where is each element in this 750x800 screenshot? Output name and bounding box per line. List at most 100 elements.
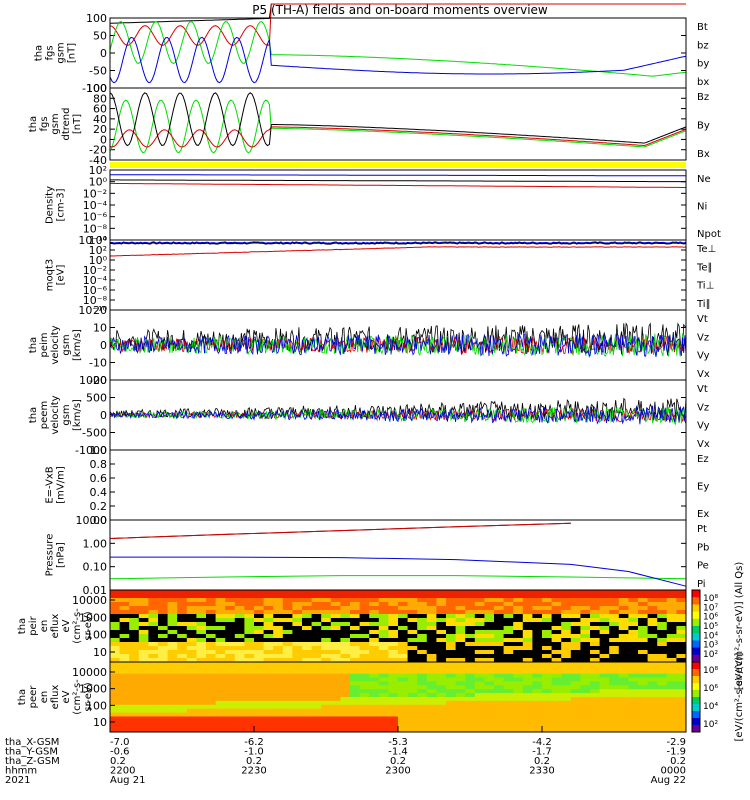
ytick-label: -20 — [89, 144, 107, 157]
series-tepar — [109, 242, 687, 245]
series-teperp — [109, 246, 687, 257]
ytick-label: 40 — [93, 113, 107, 126]
colorbar-ion — [691, 589, 701, 663]
colorbar-tick: 10² — [703, 650, 718, 660]
ylabel-line: en — [39, 620, 50, 633]
ylabel-line: peer — [28, 685, 39, 709]
xaxis-row-label: tha_X-GSM — [5, 737, 59, 748]
xaxis-row-label: 2021 — [5, 775, 30, 786]
ytick-label: 10⁻⁶ — [83, 284, 108, 297]
series-peem-2 — [109, 405, 687, 426]
ytick-label: 0.6 — [90, 472, 108, 485]
ytick-label: 0 — [100, 133, 107, 146]
xtick-label: -6.2 — [244, 737, 264, 748]
series-dt-by — [109, 99, 687, 154]
legend-pb: Pb — [697, 542, 709, 553]
ylabel-line: peim — [39, 332, 50, 357]
ylabel-line: tha — [17, 618, 28, 634]
xtick-label: 2200 — [110, 766, 135, 777]
legend-vt: Vt — [697, 314, 708, 325]
xtick-label: -0.6 — [110, 747, 130, 758]
xtick-label: Aug 21 — [110, 775, 145, 786]
legend-ez: Ez — [697, 454, 709, 465]
legend-vz: Vz — [697, 332, 709, 343]
legend-vt: Vt — [697, 384, 708, 395]
legend-bt: Bt — [697, 22, 708, 33]
legend-bx: bx — [697, 77, 709, 88]
colorbar-tick: 10⁴ — [703, 631, 718, 641]
ytick-label: 10000 — [72, 594, 107, 607]
series-ni — [110, 179, 686, 183]
xtick-label: 2230 — [241, 766, 266, 777]
series-by — [109, 20, 687, 77]
series-dt-bx — [109, 92, 687, 147]
ylabel-line: velocity — [50, 395, 61, 434]
ytick-label: 1.0 — [90, 444, 108, 457]
ytick-label: 0 — [100, 409, 107, 422]
ytick-label: 10² — [89, 244, 107, 257]
colorbar-tick: 10² — [703, 720, 718, 730]
legend-te∥: Te∥ — [696, 262, 713, 273]
legend-ti∥: Ti∥ — [696, 299, 711, 310]
ylabel-line: velocity — [50, 325, 61, 364]
colorbar-tick: 10⁶ — [703, 684, 718, 694]
ylabel-line: sr-eV) — [83, 682, 94, 711]
legend-bz: Bz — [697, 92, 709, 103]
panel-frame — [109, 519, 687, 591]
legend-vx: Vx — [697, 369, 710, 380]
xtick-label: -1.0 — [244, 747, 264, 758]
xaxis-row-label: hhmm — [5, 766, 37, 777]
ytick-label: 10⁻⁶ — [83, 211, 108, 224]
ytick-label: 0.2 — [90, 500, 108, 513]
ytick-label: 0 — [100, 339, 107, 352]
ylabel-line: [eV] — [56, 265, 67, 286]
legend-vy: Vy — [697, 421, 710, 432]
series-bz — [109, 3, 686, 46]
chart-title: P5 (TH-A) fields and on-board moments ov… — [252, 3, 548, 17]
ylabel-line: eflux — [50, 614, 61, 639]
series-peem-3 — [109, 405, 687, 425]
xtick-label: 0.2 — [110, 756, 126, 767]
ylabel-line: tha — [28, 116, 39, 132]
xtick-label: -1.4 — [388, 747, 408, 758]
panel-frame — [109, 87, 687, 161]
legend-ni: Ni — [697, 202, 707, 213]
ylabel-line: tha — [28, 337, 39, 353]
ytick-label: 10⁰ — [89, 176, 108, 189]
ylabel-line: E=-VxB — [45, 466, 56, 503]
ytick-label: 100 — [86, 629, 107, 642]
ylabel-line: [nT] — [67, 43, 78, 63]
xtick-label: 0.2 — [390, 756, 406, 767]
ylabel-line: [km/s] — [72, 399, 83, 431]
ylabel-line: fgs — [39, 116, 50, 131]
ytick-label: 60 — [93, 103, 107, 116]
series-pe — [109, 575, 687, 580]
colorbar-electron — [691, 661, 701, 733]
colorbar-tick: 10⁴ — [703, 702, 718, 712]
ytick-label: 10⁰ — [89, 254, 108, 267]
colorbar-tick: 10⁶ — [703, 613, 718, 623]
ytick-label: -500 — [82, 427, 107, 440]
panel-frame — [109, 17, 687, 89]
xtick-label: 0.2 — [534, 756, 550, 767]
ylabel-line: [nT] — [72, 114, 83, 134]
legend-pi: Pi — [697, 579, 706, 590]
ylabel-line: [nPa] — [56, 542, 67, 568]
ytick-label: -100 — [82, 82, 107, 95]
ytick-label: 50 — [93, 30, 107, 43]
ylabel-line: gsm — [61, 334, 72, 355]
legend-pt: Pt — [697, 524, 707, 535]
ylabel-line: gsm — [56, 42, 67, 63]
ylabel-line: gsm — [61, 404, 72, 425]
ylabel-line: moqt3 — [45, 259, 56, 292]
panel-frame — [109, 239, 687, 311]
ytick-label: 100 — [86, 699, 107, 712]
legend-bz: bz — [697, 40, 709, 51]
legend-bx: Bx — [697, 149, 710, 160]
xtick-label: 0.2 — [670, 756, 686, 767]
quality-flag-bar — [110, 162, 686, 168]
ytick-label: -20 — [89, 374, 107, 387]
ytick-label: 10.00 — [76, 514, 108, 527]
xtick-label: -1.7 — [532, 747, 552, 758]
